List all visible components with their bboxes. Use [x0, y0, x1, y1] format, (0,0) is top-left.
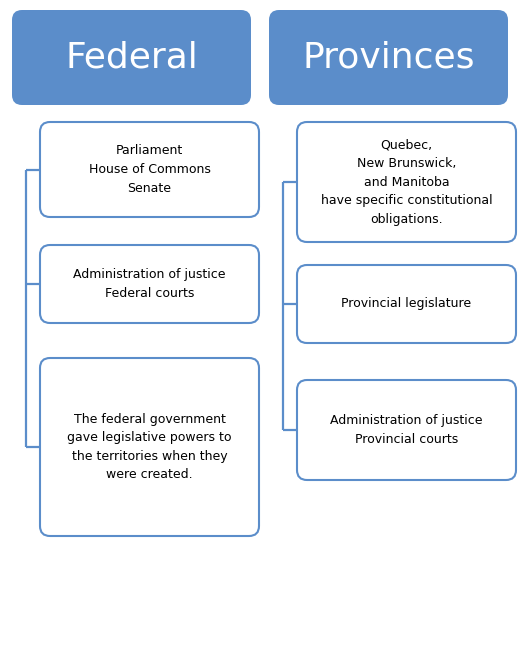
- FancyBboxPatch shape: [40, 358, 259, 536]
- FancyBboxPatch shape: [297, 380, 516, 480]
- Text: Parliament
House of Commons
Senate: Parliament House of Commons Senate: [88, 145, 211, 194]
- Text: Administration of justice
Provincial courts: Administration of justice Provincial cou…: [330, 414, 483, 446]
- Text: Provinces: Provinces: [302, 41, 475, 75]
- Text: Federal: Federal: [65, 41, 198, 75]
- FancyBboxPatch shape: [297, 122, 516, 242]
- Text: The federal government
gave legislative powers to
the territories when they
were: The federal government gave legislative …: [67, 413, 232, 481]
- Text: Quebec,
New Brunswick,
and Manitoba
have specific constitutional
obligations.: Quebec, New Brunswick, and Manitoba have…: [321, 139, 492, 226]
- FancyBboxPatch shape: [40, 245, 259, 323]
- FancyBboxPatch shape: [269, 10, 508, 105]
- Text: Administration of justice
Federal courts: Administration of justice Federal courts: [73, 268, 226, 300]
- Text: Provincial legislature: Provincial legislature: [342, 298, 472, 311]
- FancyBboxPatch shape: [40, 122, 259, 217]
- FancyBboxPatch shape: [12, 10, 251, 105]
- FancyBboxPatch shape: [297, 265, 516, 343]
